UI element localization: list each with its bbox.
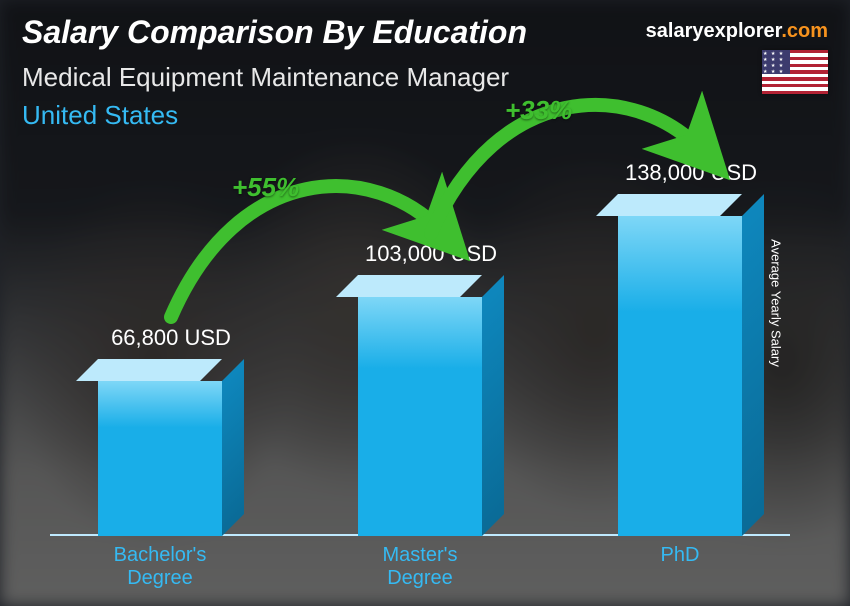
increase-label: +33%	[505, 95, 572, 126]
country-label: United States	[22, 100, 178, 131]
bar-value: 103,000 USD	[331, 241, 531, 267]
brand-logo: salaryexplorer.com	[646, 20, 828, 43]
bar-value: 66,800 USD	[71, 325, 271, 351]
bar-value: 138,000 USD	[591, 160, 791, 186]
bar	[358, 297, 482, 536]
bar-label: Bachelor'sDegree	[60, 536, 260, 590]
bar-chart: 66,800 USDBachelor'sDegree103,000 USDMas…	[50, 160, 790, 536]
bar-label: Master'sDegree	[320, 536, 520, 590]
increase-label: +55%	[232, 172, 299, 203]
bar	[98, 381, 222, 536]
flag-icon: ★ ★ ★ ★ ★ ★ ★ ★ ★ ★ ★ ★ ★ ★ ★ ★	[762, 50, 828, 94]
subtitle: Medical Equipment Maintenance Manager	[22, 62, 509, 93]
bar	[618, 216, 742, 536]
page-title: Salary Comparison By Education	[22, 14, 527, 51]
bar-label: PhD	[580, 536, 780, 567]
